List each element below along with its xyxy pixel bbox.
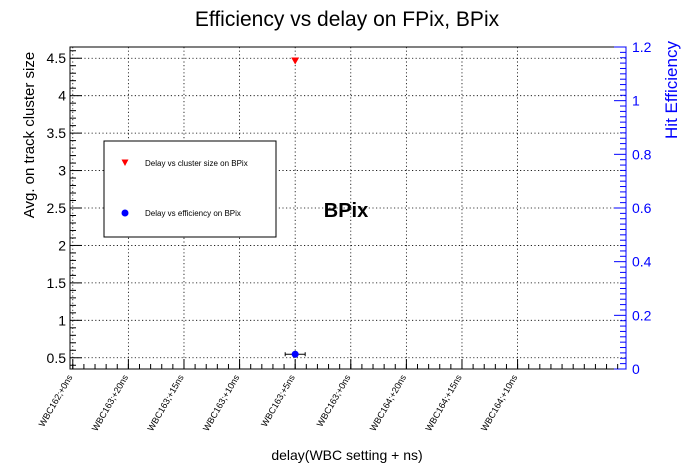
x-tick-label: WBC164;+15ns: [423, 373, 464, 433]
y-tick-label: 1: [58, 312, 66, 328]
x-tick-label: WBC164;+20ns: [368, 373, 409, 433]
y-tick-label: 4.5: [47, 50, 67, 66]
x-tick-label: WBC162;+0ns: [37, 373, 75, 429]
y2-tick-label: 0.2: [632, 307, 652, 323]
legend-label-cluster-size: Delay vs cluster size on BPix: [145, 159, 248, 168]
annotation-bpix: BPix: [324, 200, 368, 222]
x-tick-label: WBC163;+0ns: [315, 373, 353, 429]
x-tick-label: WBC163;+10ns: [201, 373, 242, 433]
y-tick-label: 2.5: [47, 200, 67, 216]
legend: Delay vs cluster size on BPix Delay vs e…: [103, 140, 277, 238]
grid: [70, 47, 626, 369]
x-axis: WBC162;+0ns WBC163;+20ns WBC163;+15ns WBC16…: [37, 359, 619, 433]
y2-tick-label: 1.2: [632, 39, 652, 55]
y2-axis-label: Hit Efficiency: [662, 41, 681, 139]
right-axis: 0 0.2 0.4 0.6 0.8 1 1.2: [614, 39, 652, 377]
x-tick-label: WBC163;+15ns: [145, 373, 186, 433]
x-tick-label: WBC163;+5ns: [259, 373, 297, 429]
y-tick-label: 3.5: [47, 125, 67, 141]
legend-label-efficiency: Delay vs efficiency on BPix: [145, 209, 241, 218]
y2-tick-label: 0.6: [632, 200, 652, 216]
y-tick-label: 0.5: [47, 350, 67, 366]
legend-marker-efficiency: [121, 209, 129, 217]
y2-tick-label: 1: [632, 93, 640, 109]
data-marks: [284, 57, 306, 358]
y-tick-label: 2: [58, 237, 66, 253]
legend-marker-cluster-size: [121, 159, 129, 166]
x-tick-label: WBC164;+10ns: [479, 373, 520, 433]
y2-tick-label: 0.4: [632, 254, 652, 270]
y-tick-label: 4: [58, 88, 66, 104]
left-axis: 0.5 1 1.5 2 2.5 3 3.5 4 4.5: [47, 50, 82, 366]
y-axis-label: Avg. on track cluster size: [21, 52, 38, 218]
y-tick-label: 1.5: [47, 275, 67, 291]
point-cluster-size: [291, 57, 300, 65]
y-tick-label: 3: [58, 163, 66, 179]
chart-title: Efficiency vs delay on FPix, BPix: [195, 8, 500, 31]
legend-box: [103, 140, 277, 238]
point-efficiency: [291, 350, 299, 358]
x-axis-label: delay(WBC setting + ns): [271, 447, 422, 463]
y2-tick-label: 0.8: [632, 146, 652, 162]
x-tick-label: WBC163;+20ns: [90, 373, 131, 433]
y2-tick-label: 0: [632, 361, 640, 377]
